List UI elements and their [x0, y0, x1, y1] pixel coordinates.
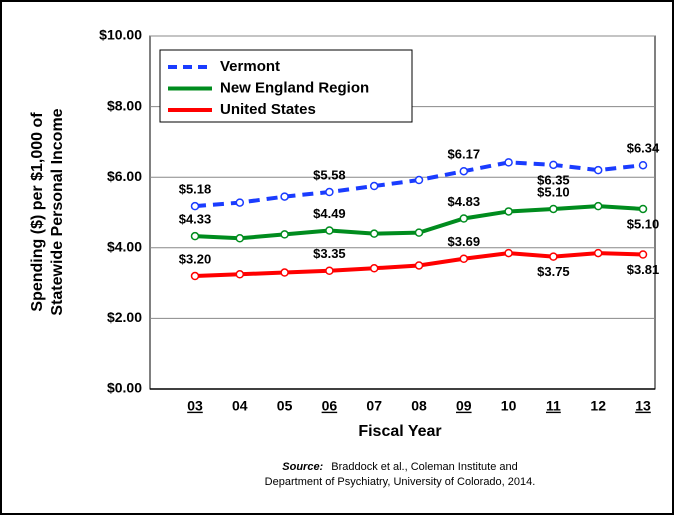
point: [414, 261, 424, 270]
x-tick-label: 12: [590, 398, 606, 414]
point: [325, 226, 334, 235]
x-tick-label: 09: [456, 398, 472, 414]
point: [549, 204, 558, 214]
x-tick-label: 06: [322, 398, 338, 414]
point: [190, 271, 200, 281]
point: [593, 201, 603, 211]
point: [504, 248, 513, 258]
source: Source: Braddock et al., Coleman Institut…: [282, 461, 517, 473]
point: [549, 252, 558, 261]
x-tick-label: 07: [366, 398, 382, 414]
point: [504, 158, 513, 167]
point: [325, 266, 334, 275]
value-label: $3.20: [179, 251, 212, 266]
y-axis-title: Spending ($) per $1,000 of: [29, 112, 46, 312]
legend-label: New England Region: [220, 79, 369, 96]
point: [280, 192, 289, 201]
y-tick-label: $0.00: [107, 380, 142, 396]
point: [414, 228, 424, 237]
point: [504, 207, 513, 216]
value-label: $6.34: [627, 141, 660, 156]
point: [235, 234, 245, 243]
value-label: $5.10: [537, 184, 570, 199]
y-tick-label: $2.00: [107, 309, 142, 325]
point: [414, 175, 424, 185]
x-tick-label: 04: [232, 398, 248, 414]
x-axis-title: Fiscal Year: [358, 423, 441, 440]
point: [593, 248, 603, 258]
value-label: $6.35: [537, 172, 570, 187]
value-label: $4.83: [448, 194, 481, 209]
legend-label: United States: [220, 101, 316, 118]
point: [593, 165, 603, 175]
value-label: $3.81: [627, 262, 660, 277]
legend-label: Vermont: [220, 58, 280, 75]
source-text: Braddock et al., Coleman Institute and: [331, 461, 518, 473]
point: [325, 187, 334, 197]
y-tick-label: $10.00: [99, 27, 142, 43]
source-text: Department of Psychiatry, University of …: [265, 476, 536, 488]
value-label: $5.18: [179, 182, 212, 197]
y-tick-label: $4.00: [107, 239, 142, 255]
x-tick-label: 11: [546, 398, 561, 414]
y-axis-title: Statewide Personal Income: [49, 108, 66, 315]
y-tick-label: $6.00: [107, 168, 142, 184]
point: [235, 198, 245, 207]
point: [190, 231, 200, 241]
x-tick-label: 05: [277, 398, 293, 414]
point: [459, 214, 469, 223]
point: [459, 166, 469, 176]
value-label: $6.17: [448, 147, 481, 162]
point: [549, 160, 558, 170]
y-tick-label: $8.00: [107, 97, 142, 113]
x-tick-label: 03: [187, 398, 203, 414]
value-label: $3.75: [537, 264, 570, 279]
point: [190, 201, 200, 211]
point: [638, 160, 648, 170]
value-label: $5.10: [627, 216, 660, 231]
point: [369, 264, 379, 273]
point: [369, 229, 379, 238]
point: [459, 254, 469, 263]
value-label: $4.49: [313, 206, 346, 221]
point: [369, 181, 379, 191]
value-label: $4.33: [179, 212, 212, 227]
x-tick-label: 13: [635, 398, 651, 414]
value-label: $5.58: [313, 167, 346, 182]
value-label: $3.69: [448, 234, 481, 249]
point: [638, 250, 648, 259]
value-label: $3.35: [313, 246, 346, 261]
point: [235, 270, 245, 279]
point: [638, 204, 648, 214]
x-tick-label: 10: [501, 398, 517, 414]
source-label: Source:: [282, 461, 323, 473]
point: [280, 268, 289, 277]
legend: Vermont New England Region United States: [159, 49, 413, 123]
x-tick-label: 08: [411, 398, 427, 414]
point: [280, 230, 289, 239]
